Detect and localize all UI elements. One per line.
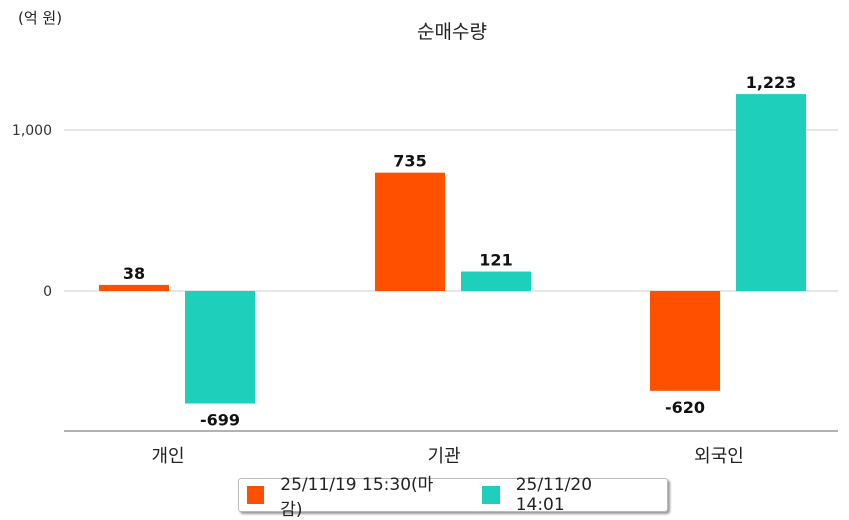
data-label: 1,223 [746,73,797,92]
legend-swatch [482,486,500,504]
legend-item[interactable]: 25/11/20 14:01 [482,475,641,515]
legend-swatch [247,486,265,504]
legend-label: 25/11/19 15:30(마감) [280,475,434,520]
chart-title: 순매수량 [417,21,487,43]
data-label: 38 [123,264,145,283]
legend-item[interactable]: 25/11/19 15:30(마감) [247,470,448,520]
bar [375,172,445,291]
data-label: 121 [479,251,512,270]
bar [99,284,169,291]
legend: 25/11/19 15:30(마감) 25/11/20 14:01 [238,475,668,520]
unit-label: (억 원) [18,9,62,27]
data-label: -699 [200,411,240,430]
bar [736,94,806,291]
y-tick-label: 0 [43,284,52,300]
data-label: -620 [665,398,705,417]
legend-label: 25/11/20 14:01 [515,475,593,515]
bar [461,271,531,291]
x-tick-label: 외국인 [694,446,744,467]
x-tick-label: 개인 [151,446,184,467]
bar [650,291,720,391]
y-tick-label: 1,000 [12,123,52,139]
bar [185,291,255,404]
x-tick-label: 기관 [427,446,460,467]
data-label: 735 [393,152,426,171]
